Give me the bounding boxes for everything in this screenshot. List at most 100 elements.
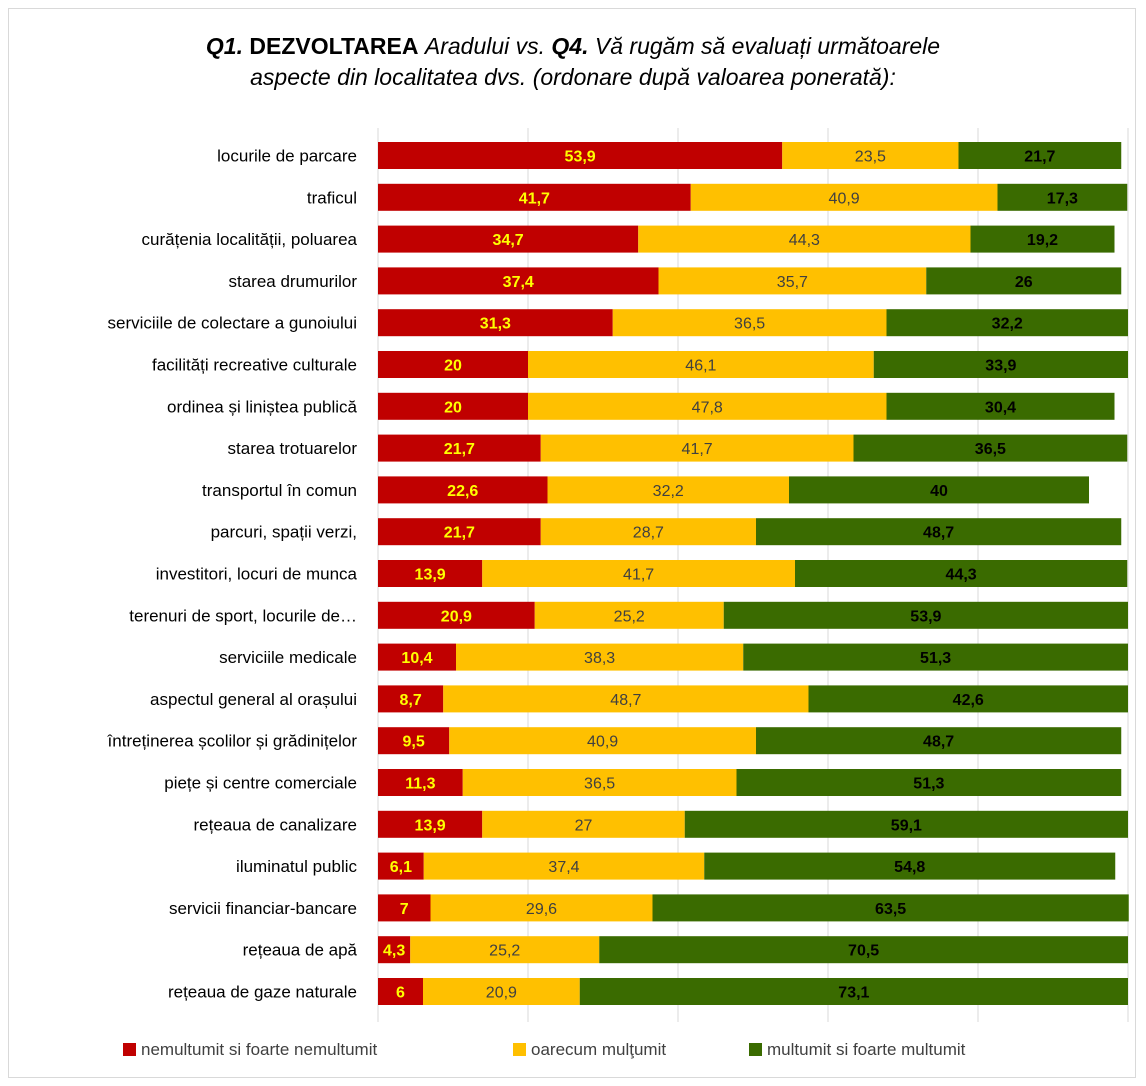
data-label: 32,2 — [992, 316, 1023, 333]
data-label: 20 — [444, 399, 462, 416]
data-label: 17,3 — [1047, 190, 1078, 207]
bar-segment-series-0 — [378, 978, 423, 1005]
data-label: 26 — [1015, 274, 1033, 291]
category-label: ordinea și liniștea publică — [167, 397, 357, 416]
data-label: 6,1 — [390, 859, 412, 876]
data-label: 41,7 — [519, 190, 550, 207]
bar-segment-series-1 — [540, 434, 854, 462]
bar-segment-series-0 — [378, 769, 463, 796]
category-label: locurile de parcare — [217, 147, 357, 166]
data-label: 37,4 — [503, 274, 534, 291]
legend-entry: multumit si foarte multumit — [767, 1040, 966, 1059]
data-label: 37,4 — [548, 859, 579, 876]
bar-segment-series-1 — [534, 601, 724, 629]
bar-segment-series-0 — [378, 183, 691, 211]
legend-swatch — [749, 1043, 762, 1056]
bar-segment-series-1 — [690, 183, 998, 211]
bar-segment-series-0 — [378, 392, 528, 420]
category-label: rețeaua de apă — [243, 941, 358, 960]
data-label: 73,1 — [838, 985, 869, 1002]
bar-segment-series-1 — [612, 309, 887, 337]
data-label: 46,1 — [685, 358, 716, 375]
data-label: 36,5 — [975, 441, 1006, 458]
data-label: 48,7 — [923, 525, 954, 542]
bar-segment-series-1 — [547, 476, 789, 504]
data-label: 30,4 — [985, 399, 1016, 416]
legend-swatch — [123, 1043, 136, 1056]
bar-segment-series-1 — [456, 643, 744, 671]
bar-segment-series-0 — [378, 685, 444, 713]
data-label: 7 — [400, 901, 409, 918]
bar-segment-series-2 — [723, 601, 1128, 629]
category-label: traficul — [307, 188, 357, 207]
data-label: 32,2 — [653, 483, 684, 500]
title-dezvoltarea: DEZVOLTAREA — [249, 33, 419, 59]
bar-segment-series-1 — [423, 978, 580, 1005]
bar-segment-series-2 — [704, 852, 1116, 880]
data-label: 25,2 — [489, 943, 520, 960]
bar-segment-series-0 — [378, 936, 411, 964]
data-label: 10,4 — [401, 650, 432, 667]
data-label: 47,8 — [692, 399, 723, 416]
bar-segment-series-1 — [410, 936, 600, 964]
chart-title: Q1. DEZVOLTAREA Aradului vs. Q4. Vă rugă… — [9, 31, 1137, 93]
bar-segment-series-2 — [736, 769, 1122, 796]
bar-segment-series-1 — [782, 142, 959, 169]
bar-segment-series-2 — [808, 685, 1128, 713]
data-label: 41,7 — [682, 441, 713, 458]
bar-segment-series-2 — [599, 936, 1128, 964]
data-label: 48,7 — [923, 734, 954, 751]
data-label: 53,9 — [910, 608, 941, 625]
category-label: întreținerea școlilor și grădinițelor — [107, 732, 358, 751]
data-label: 34,7 — [493, 232, 524, 249]
data-label: 22,6 — [447, 483, 478, 500]
bar-segment-series-2 — [886, 392, 1115, 420]
bar-segment-series-2 — [886, 309, 1128, 337]
data-label: 21,7 — [444, 525, 475, 542]
data-label: 27 — [575, 817, 593, 834]
data-label: 11,3 — [405, 776, 435, 793]
bar-segment-series-2 — [756, 727, 1122, 755]
legend-entry: oarecum mulţumit — [531, 1040, 666, 1059]
bar-segment-series-2 — [756, 518, 1122, 546]
title-rest-line1: Vă rugăm să evaluați următoarele — [594, 33, 941, 59]
bar-segment-series-1 — [423, 852, 705, 880]
bar-segment-series-2 — [652, 894, 1129, 922]
chart-title-line-2: aspecte din localitatea dvs. (ordonare d… — [250, 64, 896, 90]
bar-segment-series-0 — [378, 309, 613, 337]
data-label: 21,7 — [444, 441, 475, 458]
category-label: rețeaua de gaze naturale — [168, 983, 357, 1002]
bar-segment-series-2 — [958, 142, 1122, 169]
data-label: 40,9 — [829, 190, 860, 207]
category-label: servicii financiar-bancare — [169, 899, 357, 918]
bar-segment-series-0 — [378, 643, 456, 671]
data-label: 28,7 — [633, 525, 664, 542]
bar-segment-series-1 — [528, 392, 887, 420]
category-label: facilități recreative culturale — [152, 356, 357, 375]
data-label: 19,2 — [1027, 232, 1058, 249]
bar-segment-series-0 — [378, 225, 639, 253]
category-label: iluminatul public — [236, 857, 357, 876]
category-label: starea trotuarelor — [228, 439, 358, 458]
data-label: 59,1 — [891, 817, 922, 834]
bar-segment-series-0 — [378, 476, 548, 504]
bar-segment-series-0 — [378, 852, 424, 880]
category-label: transportul în comun — [202, 481, 357, 500]
data-label: 9,5 — [403, 734, 425, 751]
bar-segment-series-1 — [540, 518, 756, 546]
bar-segment-series-1 — [430, 894, 653, 922]
bar-segment-series-1 — [638, 225, 971, 253]
category-label: investitori, locuri de munca — [156, 565, 358, 584]
data-label: 36,5 — [734, 316, 765, 333]
data-label: 36,5 — [584, 776, 615, 793]
data-label: 29,6 — [526, 901, 557, 918]
data-label: 20 — [444, 358, 462, 375]
data-label: 31,3 — [480, 316, 511, 333]
bar-segment-series-0 — [378, 267, 659, 295]
data-label: 8,7 — [400, 692, 422, 709]
data-label: 63,5 — [875, 901, 906, 918]
data-label: 44,3 — [789, 232, 820, 249]
bar-segment-series-0 — [378, 601, 535, 629]
category-label: starea drumurilor — [229, 272, 358, 291]
category-label: serviciile medicale — [219, 648, 357, 667]
